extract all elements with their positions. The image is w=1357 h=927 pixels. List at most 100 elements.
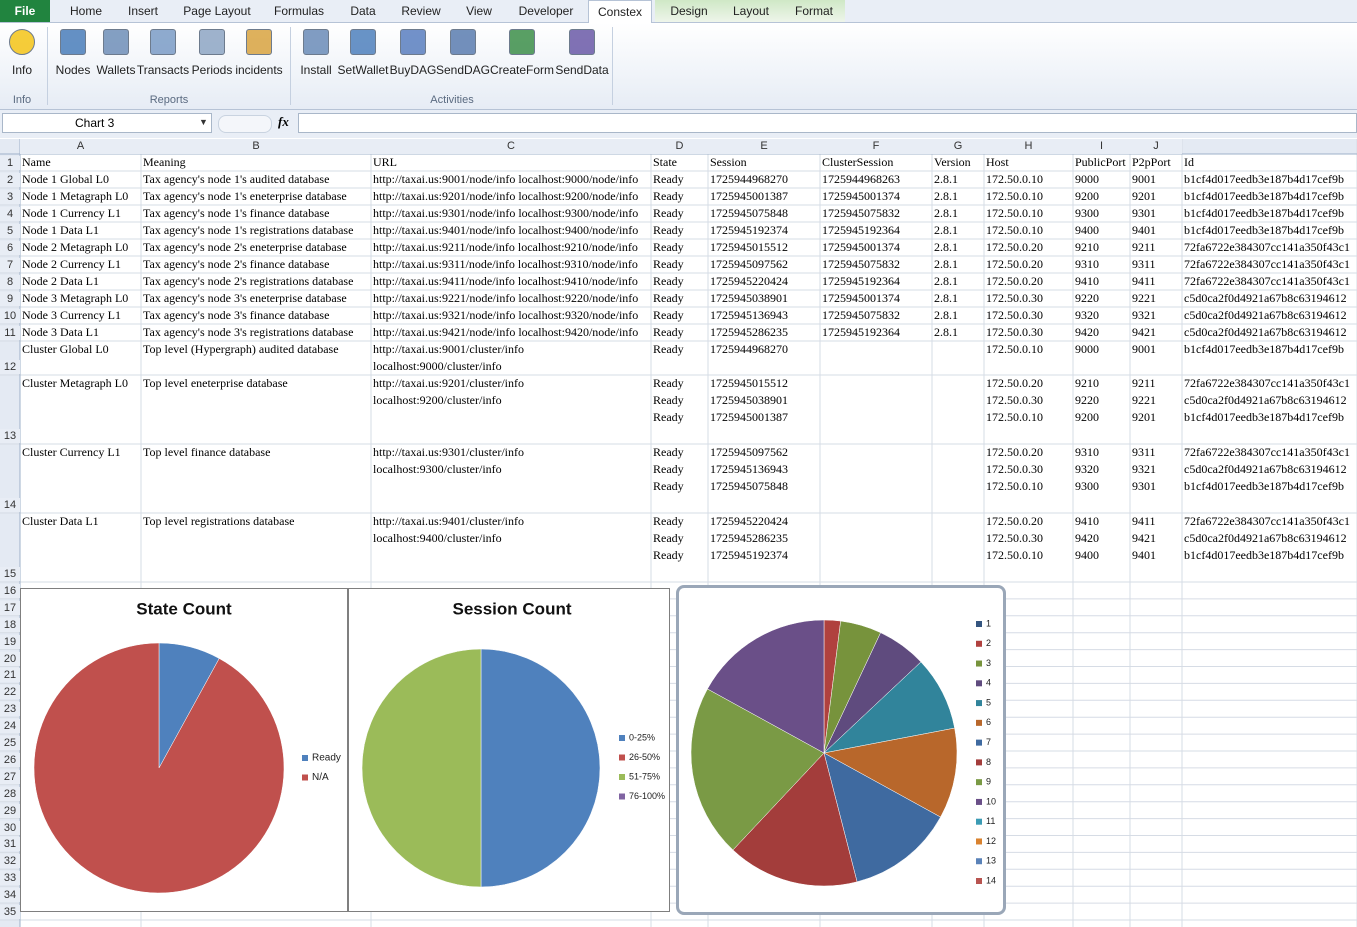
- cell[interactable]: 9211 9221 9201: [1132, 376, 1156, 424]
- cell[interactable]: 9320: [1075, 308, 1099, 322]
- button-label[interactable]: Install: [300, 63, 332, 77]
- cell[interactable]: Tax agency's node 2's finance database: [143, 257, 330, 271]
- cell[interactable]: 1725945192364: [822, 325, 900, 339]
- tab[interactable]: Design: [670, 4, 708, 18]
- cell[interactable]: 172.50.0.20: [986, 257, 1043, 271]
- cell[interactable]: http://taxai.us:9001/cluster/info localh…: [373, 342, 524, 373]
- tab[interactable]: Page Layout: [183, 4, 251, 18]
- cell[interactable]: 9420: [1075, 325, 1099, 339]
- cell[interactable]: 2.8.1: [934, 291, 958, 305]
- row-header[interactable]: 30: [0, 820, 20, 835]
- cell[interactable]: 172.50.0.30: [986, 325, 1043, 339]
- cell[interactable]: 72fa6722e384307cc141a350f43c1 c5d0ca2f0d…: [1184, 376, 1350, 424]
- cell[interactable]: b1cf4d017eedb3e187b4d17cef9b: [1184, 189, 1344, 203]
- cell[interactable]: 9400: [1075, 223, 1099, 237]
- name-box[interactable]: Chart 3 ▼: [2, 113, 212, 133]
- button-icon[interactable]: [450, 29, 476, 55]
- cell[interactable]: http://taxai.us:9301/cluster/info localh…: [373, 445, 524, 476]
- cell[interactable]: 1725945220424 1725945286235 172594519237…: [710, 514, 788, 562]
- button-label[interactable]: SetWallet: [337, 63, 389, 77]
- button-icon[interactable]: [103, 29, 129, 55]
- chart[interactable]: 1 2 3 4 5 6 7 8 9 10 11 12 13 14: [676, 585, 1006, 915]
- button-label[interactable]: incidents: [235, 63, 283, 77]
- cell[interactable]: 2.8.1: [934, 189, 958, 203]
- cell[interactable]: Tax agency's node 3's registrations data…: [143, 325, 354, 339]
- cell[interactable]: Ready Ready Ready: [653, 514, 684, 562]
- button-icon[interactable]: [9, 29, 35, 55]
- cell[interactable]: 1725945015512: [710, 240, 788, 254]
- chart[interactable]: Ready N/A State Count: [20, 588, 348, 912]
- cell[interactable]: 72fa6722e384307cc141a350f43c1: [1184, 240, 1350, 254]
- row-header[interactable]: 14: [0, 498, 20, 512]
- cell[interactable]: Tax agency's node 3's eneterprise databa…: [143, 291, 347, 305]
- cell[interactable]: 9210 9220 9200: [1075, 376, 1099, 424]
- cell[interactable]: 9411: [1132, 274, 1156, 288]
- cell[interactable]: 1725945001387: [710, 189, 788, 203]
- cell[interactable]: Ready Ready Ready: [653, 376, 684, 424]
- cell[interactable]: 1725945136943: [710, 308, 788, 322]
- cell[interactable]: Top level registrations database: [143, 514, 295, 528]
- cell[interactable]: Node 2 Currency L1: [22, 257, 121, 271]
- tab[interactable]: View: [466, 4, 492, 18]
- cell[interactable]: 172.50.0.10: [986, 342, 1043, 356]
- cell[interactable]: PublicPort: [1075, 155, 1126, 169]
- row-header[interactable]: 35: [0, 905, 20, 919]
- row-header[interactable]: 13: [0, 429, 20, 443]
- cell[interactable]: 9301: [1132, 206, 1156, 220]
- cell[interactable]: 1725944968270: [710, 172, 788, 186]
- cell[interactable]: 9311 9321 9301: [1132, 445, 1156, 493]
- column-header[interactable]: I: [1073, 139, 1130, 154]
- cell[interactable]: 2.8.1: [934, 308, 958, 322]
- cell[interactable]: 9321: [1132, 308, 1156, 322]
- row-header[interactable]: 5: [0, 224, 20, 238]
- button-label[interactable]: SendData: [555, 63, 609, 77]
- cell[interactable]: 2.8.1: [934, 325, 958, 339]
- cell[interactable]: b1cf4d017eedb3e187b4d17cef9b: [1184, 223, 1344, 237]
- cell[interactable]: http://taxai.us:9311/node/info localhost…: [373, 257, 638, 271]
- pie-slice[interactable]: [732, 752, 858, 887]
- cell[interactable]: Top level finance database: [143, 445, 271, 459]
- tab[interactable]: Review: [401, 4, 441, 18]
- cell[interactable]: 1725945075832: [822, 257, 900, 271]
- row-header[interactable]: 9: [0, 292, 20, 306]
- cell[interactable]: http://taxai.us:9001/node/info localhost…: [373, 172, 639, 186]
- cell[interactable]: http://taxai.us:9401/node/info localhost…: [373, 223, 639, 237]
- row-header[interactable]: 19: [0, 634, 20, 649]
- cell[interactable]: c5d0ca2f0d4921a67b8c63194612: [1184, 308, 1347, 322]
- cell[interactable]: Cluster Currency L1: [22, 445, 121, 459]
- cell[interactable]: 1725945075832: [822, 308, 900, 322]
- column-header[interactable]: C: [371, 139, 651, 154]
- cell[interactable]: 9410 9420 9400: [1075, 514, 1099, 562]
- cell[interactable]: 9401: [1132, 223, 1156, 237]
- cell[interactable]: 2.8.1: [934, 257, 958, 271]
- cell[interactable]: Tax agency's node 1's registrations data…: [143, 223, 354, 237]
- cell[interactable]: 1725945192364: [822, 223, 900, 237]
- row-header[interactable]: 15: [0, 567, 20, 581]
- cell[interactable]: Ready: [653, 291, 684, 305]
- cell[interactable]: Ready Ready Ready: [653, 445, 684, 493]
- pie-slice[interactable]: [361, 648, 482, 888]
- tab[interactable]: Developer: [518, 4, 574, 18]
- cell[interactable]: Tax agency's node 1's finance database: [143, 206, 330, 220]
- row-header[interactable]: 18: [0, 617, 20, 632]
- cell[interactable]: c5d0ca2f0d4921a67b8c63194612: [1184, 291, 1347, 305]
- cell[interactable]: Ready: [653, 325, 684, 339]
- row-header[interactable]: 29: [0, 803, 20, 818]
- column-header[interactable]: H: [984, 139, 1073, 154]
- cell[interactable]: http://taxai.us:9221/node/info localhost…: [373, 291, 639, 305]
- tab[interactable]: Formulas: [273, 4, 324, 18]
- cell[interactable]: b1cf4d017eedb3e187b4d17cef9b: [1184, 172, 1344, 186]
- column-header[interactable]: J: [1130, 139, 1182, 154]
- cell[interactable]: Ready: [653, 342, 684, 356]
- row-header[interactable]: 2: [0, 173, 20, 187]
- cell[interactable]: Node 2 Data L1: [22, 274, 99, 288]
- cell[interactable]: 9001: [1132, 342, 1156, 356]
- row-header[interactable]: 10: [0, 309, 20, 323]
- cell[interactable]: Ready: [653, 257, 684, 271]
- cell[interactable]: http://taxai.us:9401/cluster/info localh…: [373, 514, 524, 545]
- cell[interactable]: 1725944968263: [822, 172, 900, 186]
- cell[interactable]: 9311: [1132, 257, 1156, 271]
- cell[interactable]: 172.50.0.20: [986, 240, 1043, 254]
- row-header[interactable]: 27: [0, 769, 20, 784]
- cell[interactable]: Node 3 Metagraph L0: [22, 291, 129, 305]
